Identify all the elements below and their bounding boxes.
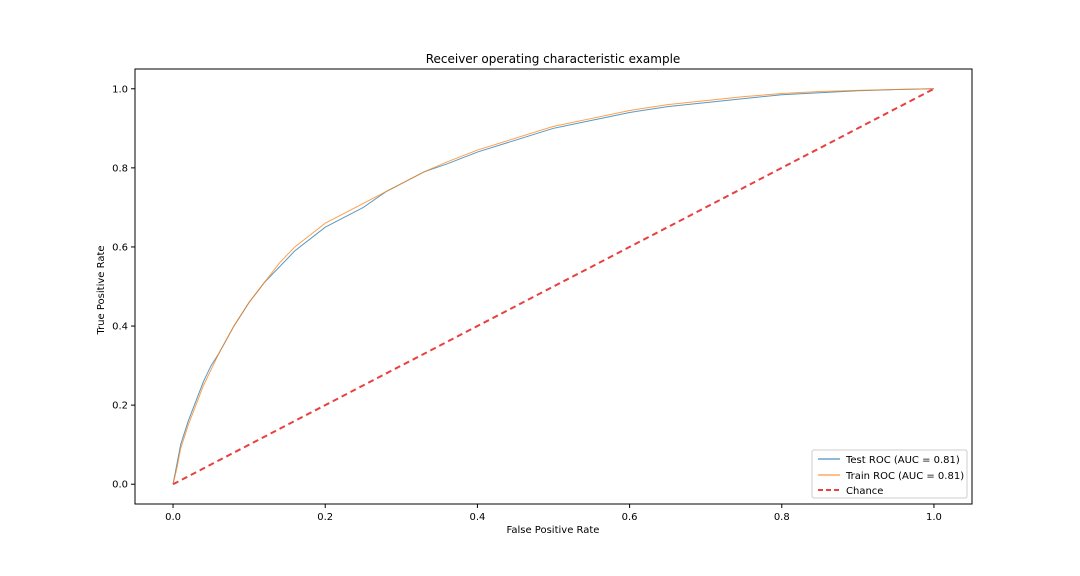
series-lines (172, 87, 935, 486)
legend-label-train: Train ROC (AUC = 0.81) (845, 471, 964, 482)
legend-label-test: Test ROC (AUC = 0.81) (845, 455, 960, 466)
y-tick-label: 0.6 (112, 242, 128, 253)
legend: Test ROC (AUC = 0.81) Train ROC (AUC = 0… (811, 449, 968, 499)
x-tick-label: 0.8 (774, 512, 790, 523)
plot-area (134, 68, 973, 505)
legend-label-chance: Chance (846, 486, 883, 497)
x-tick-label: 0.4 (469, 512, 485, 523)
chance-line (172, 87, 935, 486)
x-axis-title: False Positive Rate (507, 525, 600, 536)
legend-box (811, 449, 968, 499)
y-tick-label: 0.8 (112, 163, 128, 174)
x-tick-label: 0.0 (165, 512, 181, 523)
x-tick-label: 0.6 (622, 512, 638, 523)
test-roc-line (172, 88, 934, 485)
y-axis-ticks: 0.0 0.2 0.4 0.6 0.8 1.0 (112, 84, 135, 491)
x-tick-label: 1.0 (926, 512, 942, 523)
x-axis-ticks: 0.0 0.2 0.4 0.6 0.8 1.0 (165, 504, 942, 523)
y-tick-label: 0.2 (112, 401, 128, 412)
y-axis-title: True Positive Rate (96, 245, 107, 335)
chart-title: Receiver operating characteristic exampl… (426, 52, 681, 66)
y-tick-label: 1.0 (112, 84, 128, 95)
y-tick-label: 0.4 (112, 322, 128, 333)
train-roc-line (172, 88, 934, 485)
y-tick-label: 0.0 (112, 480, 128, 491)
x-tick-label: 0.2 (317, 512, 333, 523)
